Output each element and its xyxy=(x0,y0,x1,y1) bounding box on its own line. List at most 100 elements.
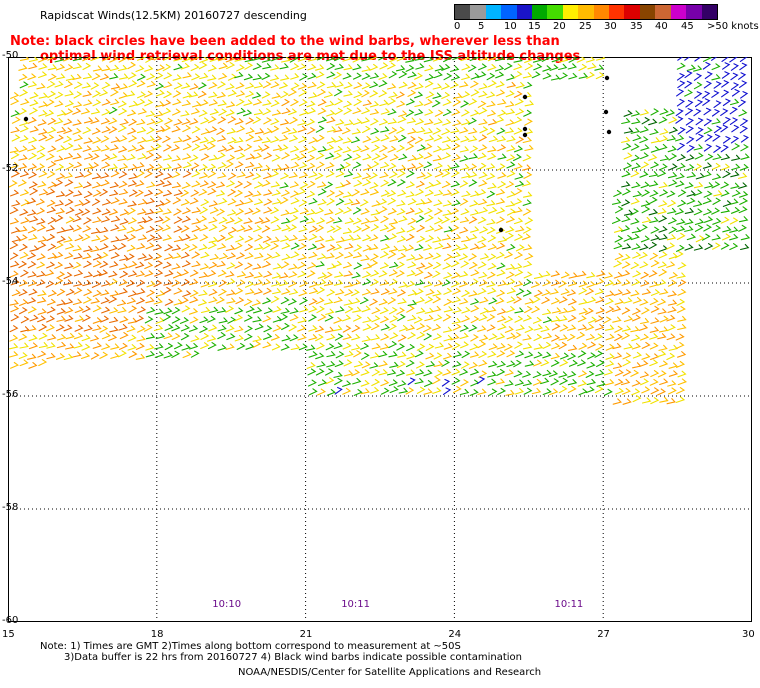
wind-barb xyxy=(388,379,398,387)
wind-barb xyxy=(234,137,244,144)
wind-barb xyxy=(352,118,363,126)
wind-barb xyxy=(36,145,46,153)
wind-barb xyxy=(47,90,57,99)
wind-barb xyxy=(514,98,524,106)
wind-barb xyxy=(199,234,209,242)
wind-barb xyxy=(181,118,191,125)
wind-barb xyxy=(74,324,84,332)
wind-barb xyxy=(397,179,406,187)
wind-barb xyxy=(290,73,300,80)
wind-barb xyxy=(442,189,453,196)
wind-barb xyxy=(738,224,748,232)
wind-barb xyxy=(90,57,100,62)
wind-barb xyxy=(281,127,291,134)
wind-barb xyxy=(486,324,496,332)
wind-barb xyxy=(513,296,523,304)
wind-barb xyxy=(135,65,145,73)
wind-barb xyxy=(315,125,325,133)
wind-barb xyxy=(730,171,740,178)
wind-barb xyxy=(425,214,434,223)
wind-barb xyxy=(307,262,317,269)
wind-barb xyxy=(236,271,247,278)
wind-barb xyxy=(288,280,297,288)
wind-barb xyxy=(434,189,444,197)
wind-barb xyxy=(333,342,343,350)
wind-barb xyxy=(263,307,274,315)
wind-barb xyxy=(344,350,354,358)
wind-barb xyxy=(371,307,381,315)
wind-barb xyxy=(28,62,38,70)
wind-barb xyxy=(226,154,236,162)
wind-barb xyxy=(441,144,452,151)
wind-barb xyxy=(668,126,679,134)
wind-barb xyxy=(118,125,127,133)
wind-barb xyxy=(540,359,550,367)
contamination-circle xyxy=(606,129,612,135)
wind-barb xyxy=(649,298,659,306)
wind-barb xyxy=(551,334,561,342)
wind-barb xyxy=(191,170,201,178)
wind-barb xyxy=(476,376,486,385)
wind-barb xyxy=(252,340,262,349)
wind-barb xyxy=(137,108,148,115)
wind-barb xyxy=(299,73,308,81)
wind-barb xyxy=(227,73,237,81)
wind-barb xyxy=(496,269,506,277)
wind-barb xyxy=(658,245,669,252)
wind-barb xyxy=(433,333,443,341)
wind-barb xyxy=(64,252,74,260)
wind-barb xyxy=(73,81,83,89)
wind-barb xyxy=(623,343,633,350)
wind-barb xyxy=(658,143,668,151)
wind-barb xyxy=(199,263,210,270)
wind-barb xyxy=(451,280,460,288)
wind-barb xyxy=(188,325,199,332)
wind-barb xyxy=(209,306,219,314)
wind-barb xyxy=(90,245,100,253)
wind-barb xyxy=(684,207,695,214)
wind-barb xyxy=(380,126,390,133)
wind-barb xyxy=(684,225,694,232)
wind-barb xyxy=(497,323,507,331)
wind-barb xyxy=(65,207,75,214)
wind-barb xyxy=(351,189,361,197)
wind-barb xyxy=(243,99,253,106)
wind-barb xyxy=(361,335,372,342)
wind-barb xyxy=(189,296,199,304)
wind-barb xyxy=(432,83,443,90)
wind-barb xyxy=(288,271,298,278)
wind-barb xyxy=(315,224,325,233)
wind-barb xyxy=(342,342,352,350)
wind-barb xyxy=(199,325,209,333)
wind-barb xyxy=(713,190,723,197)
wind-barb xyxy=(306,100,316,108)
wind-barb xyxy=(522,289,532,297)
wind-barb xyxy=(532,378,542,386)
wind-barb xyxy=(19,243,28,252)
wind-barb xyxy=(180,324,191,332)
wind-barb xyxy=(153,279,163,288)
wind-barb xyxy=(675,134,685,142)
wind-barb xyxy=(72,215,82,223)
wind-barb xyxy=(469,278,479,286)
wind-barb xyxy=(514,341,523,349)
wind-barb xyxy=(146,234,156,242)
wind-barb xyxy=(542,369,552,377)
wind-barb xyxy=(297,188,307,196)
wind-barb xyxy=(225,343,235,350)
wind-barb xyxy=(244,333,253,341)
wind-barb xyxy=(118,64,128,72)
gridlines xyxy=(8,57,752,622)
wind-barb xyxy=(351,272,361,279)
wind-barb xyxy=(235,82,245,90)
wind-barb xyxy=(72,119,82,126)
wind-barb xyxy=(263,127,273,135)
wind-barb xyxy=(389,361,399,368)
wind-barb xyxy=(109,106,118,115)
wind-barb xyxy=(334,377,343,386)
wind-barb xyxy=(343,100,353,108)
wind-barb xyxy=(234,261,244,269)
wind-barb xyxy=(701,233,711,241)
wind-barb xyxy=(243,144,253,152)
wind-barb xyxy=(586,281,596,288)
